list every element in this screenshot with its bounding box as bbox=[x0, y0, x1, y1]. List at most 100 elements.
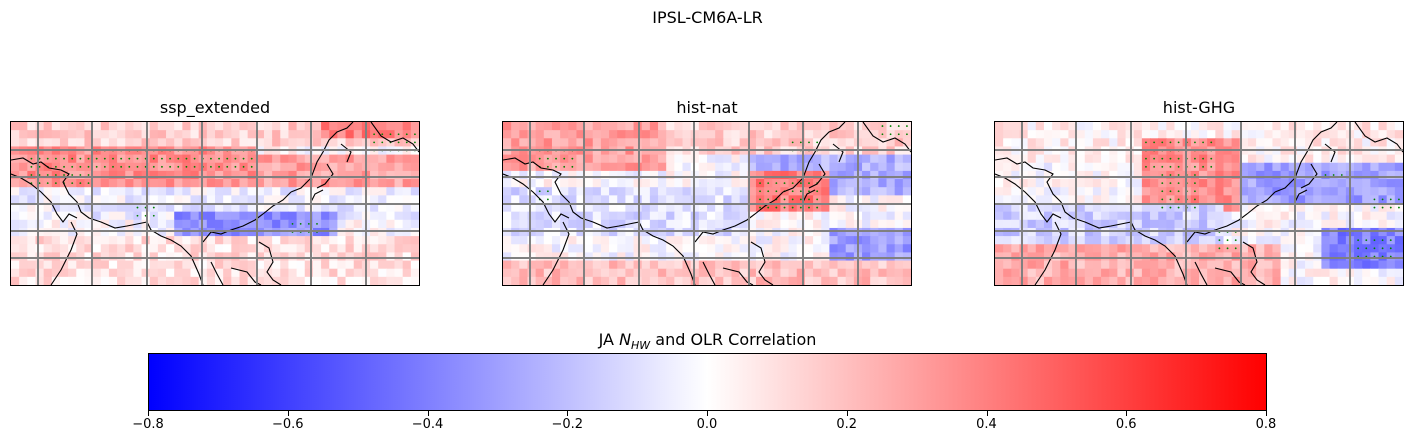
heatmap-cell bbox=[223, 252, 232, 262]
heatmap-cell bbox=[772, 219, 782, 229]
heatmap-cell bbox=[551, 252, 561, 262]
significance-dot bbox=[95, 157, 98, 160]
heatmap-cell bbox=[560, 138, 569, 148]
heatmap-cell bbox=[108, 130, 118, 139]
heatmap-cell bbox=[19, 154, 28, 164]
heatmap-cell bbox=[1362, 187, 1371, 196]
heatmap-cell bbox=[312, 122, 322, 131]
heatmap-cell bbox=[511, 179, 520, 188]
heatmap-cell bbox=[902, 260, 911, 270]
heatmap-cell bbox=[1174, 276, 1184, 285]
heatmap-cell bbox=[600, 122, 610, 131]
heatmap-cell bbox=[625, 195, 635, 205]
heatmap-cell bbox=[1272, 244, 1282, 253]
heatmap-cell bbox=[1060, 244, 1070, 253]
correlation-map-hist-ghg bbox=[995, 122, 1403, 285]
heatmap-cell bbox=[1035, 138, 1045, 148]
heatmap-cell bbox=[788, 252, 798, 262]
heatmap-cell bbox=[1003, 211, 1012, 221]
heatmap-cell bbox=[723, 154, 733, 164]
heatmap-cell bbox=[1101, 195, 1110, 205]
heatmap-cell bbox=[764, 154, 773, 164]
heatmap-cell bbox=[870, 195, 879, 205]
significance-dot bbox=[136, 214, 139, 217]
heatmap-cell bbox=[402, 227, 412, 237]
significance-dot bbox=[775, 190, 778, 193]
heatmap-cell bbox=[1231, 219, 1241, 229]
heatmap-cell bbox=[658, 244, 667, 253]
heatmap-cell bbox=[1003, 227, 1012, 237]
heatmap-cell bbox=[100, 252, 110, 262]
heatmap-cell bbox=[576, 138, 586, 148]
heatmap-cell bbox=[1296, 170, 1306, 180]
heatmap-cell bbox=[747, 122, 757, 131]
heatmap-cell bbox=[1288, 170, 1298, 180]
heatmap-cell bbox=[288, 195, 298, 205]
heatmap-cell bbox=[1084, 252, 1094, 262]
heatmap-cell bbox=[511, 268, 520, 278]
heatmap-cell bbox=[1256, 227, 1265, 237]
heatmap-cell bbox=[223, 195, 232, 205]
heatmap-cell bbox=[551, 203, 561, 213]
map-panel-ssp-extended bbox=[10, 121, 420, 286]
heatmap-cell bbox=[1068, 179, 1078, 188]
heatmap-cell bbox=[263, 244, 273, 253]
heatmap-cell bbox=[1166, 244, 1176, 253]
heatmap-cell bbox=[272, 195, 281, 205]
heatmap-cell bbox=[198, 276, 208, 285]
heatmap-cell bbox=[378, 260, 387, 270]
heatmap-cell bbox=[1166, 268, 1176, 278]
heatmap-cell bbox=[312, 211, 322, 221]
heatmap-cell bbox=[304, 170, 314, 180]
significance-dot bbox=[397, 141, 400, 144]
heatmap-cell bbox=[1247, 227, 1257, 237]
heatmap-cell bbox=[198, 211, 208, 221]
heatmap-cell bbox=[239, 268, 249, 278]
heatmap-cell bbox=[117, 252, 126, 262]
heatmap-cell bbox=[804, 244, 814, 253]
heatmap-cell bbox=[870, 236, 879, 245]
colorbar-label-symbol: N bbox=[619, 330, 632, 349]
heatmap-cell bbox=[117, 138, 126, 148]
heatmap-cell bbox=[239, 170, 249, 180]
heatmap-cell bbox=[255, 252, 265, 262]
heatmap-cell bbox=[1305, 154, 1314, 164]
heatmap-cell bbox=[149, 130, 159, 139]
heatmap-cell bbox=[43, 236, 53, 245]
heatmap-cell bbox=[1239, 130, 1249, 139]
heatmap-cell bbox=[821, 236, 830, 245]
heatmap-cell bbox=[600, 195, 610, 205]
heatmap-cell bbox=[1362, 122, 1371, 131]
heatmap-cell bbox=[59, 195, 69, 205]
heatmap-cell bbox=[1296, 130, 1306, 139]
heatmap-cell bbox=[519, 244, 529, 253]
coastline bbox=[1294, 189, 1308, 203]
heatmap-cell bbox=[239, 276, 249, 285]
heatmap-cell bbox=[592, 122, 602, 131]
heatmap-cell bbox=[1280, 252, 1290, 262]
heatmap-cell bbox=[329, 227, 338, 237]
heatmap-cell bbox=[1321, 154, 1331, 164]
heatmap-cell bbox=[386, 122, 396, 131]
heatmap-cell bbox=[410, 268, 419, 278]
heatmap-cell bbox=[674, 138, 684, 148]
significance-dot bbox=[791, 198, 794, 201]
heatmap-cell bbox=[1068, 211, 1078, 221]
heatmap-cell bbox=[133, 227, 143, 237]
heatmap-cell bbox=[617, 227, 626, 237]
significance-dot bbox=[136, 206, 139, 209]
heatmap-cell bbox=[747, 138, 757, 148]
heatmap-cell bbox=[215, 219, 224, 229]
heatmap-cell bbox=[1150, 179, 1159, 188]
heatmap-cell bbox=[666, 154, 675, 164]
heatmap-cell bbox=[1150, 227, 1159, 237]
heatmap-cell bbox=[503, 179, 512, 188]
heatmap-cell bbox=[1329, 268, 1339, 278]
heatmap-cell bbox=[157, 179, 167, 188]
heatmap-cell bbox=[1076, 219, 1086, 229]
significance-dot bbox=[1398, 206, 1400, 209]
heatmap-cell bbox=[117, 203, 126, 213]
heatmap-cell bbox=[698, 203, 708, 213]
heatmap-cell bbox=[845, 219, 855, 229]
heatmap-cell bbox=[1394, 138, 1403, 148]
